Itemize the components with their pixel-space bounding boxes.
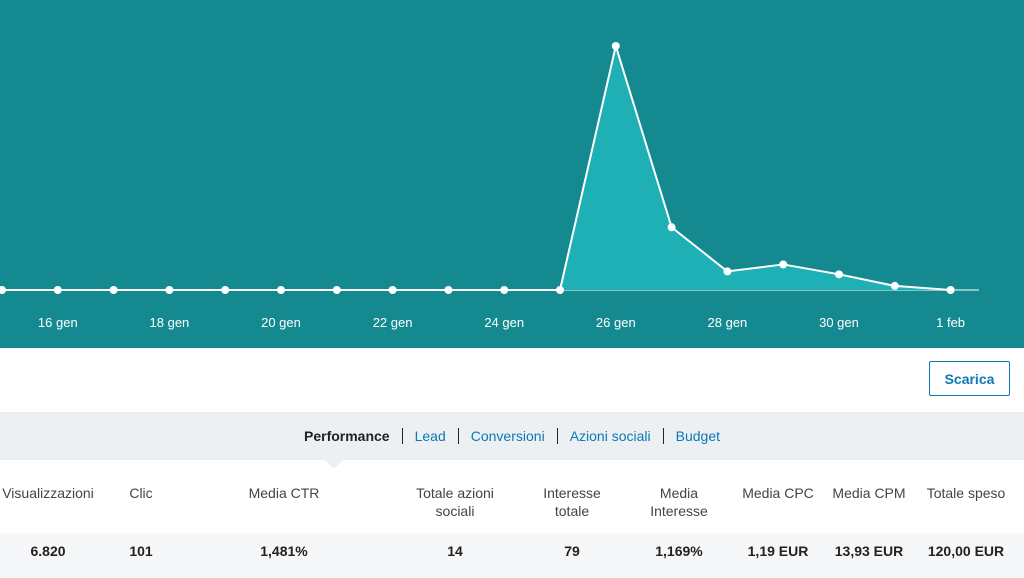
x-tick-label: 24 gen xyxy=(484,315,524,330)
metric-header-media-ctr: Media CTR xyxy=(248,485,320,501)
data-point[interactable] xyxy=(53,286,62,294)
x-tick-label: 18 gen xyxy=(150,315,190,330)
data-point[interactable] xyxy=(946,286,955,294)
metric-header-media-interesse: Media Interesse xyxy=(650,485,708,519)
download-button[interactable]: Scarica xyxy=(929,361,1010,396)
x-tick-label: 28 gen xyxy=(708,315,748,330)
data-point[interactable] xyxy=(444,286,453,294)
x-tick-label: 30 gen xyxy=(819,315,859,330)
data-point[interactable] xyxy=(0,286,6,294)
metric-value-totale-azioni-sociali: 14 xyxy=(447,543,463,559)
metrics-values-row xyxy=(0,533,1024,578)
metric-header-media-cpc: Media CPC xyxy=(742,485,814,501)
data-point[interactable] xyxy=(611,42,620,50)
active-tab-pointer xyxy=(325,460,343,469)
metric-header-totale-speso: Totale speso xyxy=(926,485,1006,501)
metric-value-interesse-totale: 79 xyxy=(564,543,580,559)
x-tick-label: 1 feb xyxy=(936,315,965,330)
data-point[interactable] xyxy=(667,223,676,232)
data-point[interactable] xyxy=(835,270,843,279)
download-row xyxy=(0,348,1024,412)
tab-azioni-sociali[interactable]: Azioni sociali xyxy=(569,428,651,444)
x-tick-label: 26 gen xyxy=(596,315,636,330)
series-area xyxy=(2,46,951,290)
x-tick-label: 16 gen xyxy=(38,315,78,330)
tab-separator xyxy=(401,428,403,444)
metric-header-totale-azioni-sociali: Totale azioni sociali xyxy=(416,485,494,519)
tab-conversioni[interactable]: Conversioni xyxy=(470,428,545,444)
tab-separator xyxy=(457,428,459,444)
metrics-tabs: Performance Lead Conversioni Azioni soci… xyxy=(0,412,1024,460)
tab-separator xyxy=(556,428,558,444)
metric-value-totale-speso: 120,00 EUR xyxy=(927,543,1005,559)
data-point[interactable] xyxy=(723,267,732,276)
performance-area-chart: 16 gen 18 gen 20 gen 22 gen 24 gen 26 gen 28 g… xyxy=(0,42,979,330)
tab-budget[interactable]: Budget xyxy=(675,428,720,444)
data-point[interactable] xyxy=(388,286,397,294)
metric-header-interesse-totale: Interesse totale xyxy=(543,485,601,519)
tab-separator xyxy=(662,428,664,444)
metric-header-visualizzazioni: Visualizzazioni xyxy=(2,485,94,501)
data-point[interactable] xyxy=(221,286,230,294)
x-tick-label: 22 gen xyxy=(373,315,413,330)
data-point[interactable] xyxy=(890,281,899,290)
series-line xyxy=(2,45,951,291)
data-point[interactable] xyxy=(165,286,174,294)
data-point[interactable] xyxy=(277,286,285,294)
performance-chart: 16 gen 18 gen 20 gen 22 gen 24 gen 26 gen 28 g… xyxy=(0,0,1024,348)
data-point[interactable] xyxy=(332,286,341,294)
data-point[interactable] xyxy=(556,286,564,294)
tab-performance[interactable]: Performance xyxy=(304,428,390,444)
tab-lead[interactable]: Lead xyxy=(414,428,446,444)
metrics-tab-bar: Performance Lead Conversioni Azioni soci… xyxy=(0,412,1024,460)
metric-header-media-cpm: Media CPM xyxy=(832,485,906,501)
metric-value-media-ctr: 1,481% xyxy=(260,543,308,559)
data-point[interactable] xyxy=(779,260,788,269)
metric-value-clic: 101 xyxy=(129,543,153,559)
metric-value-visualizzazioni: 6.820 xyxy=(30,543,66,559)
x-tick-label: 20 gen xyxy=(261,315,301,330)
data-point[interactable] xyxy=(500,286,509,294)
data-point[interactable] xyxy=(109,286,118,294)
metric-value-media-interesse: 1,169% xyxy=(655,543,703,559)
metric-header-clic: Clic xyxy=(129,485,153,501)
metric-value-media-cpm: 13,93 EUR xyxy=(834,543,904,559)
metric-value-media-cpc: 1,19 EUR xyxy=(747,543,809,559)
